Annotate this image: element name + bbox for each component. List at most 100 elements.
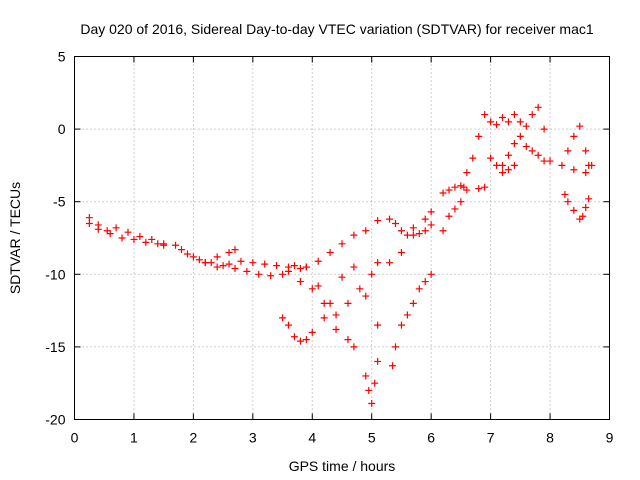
data-point — [130, 235, 138, 243]
data-point — [409, 299, 417, 307]
data-point — [493, 121, 501, 129]
data-point — [374, 357, 382, 365]
data-point — [374, 217, 382, 225]
x-tick-label: 6 — [427, 430, 435, 446]
data-point — [397, 321, 405, 329]
data-point — [460, 183, 468, 191]
data-point — [403, 231, 411, 239]
x-tick-label: 0 — [71, 430, 79, 446]
data-point — [481, 111, 489, 119]
data-point — [350, 343, 358, 351]
data-point — [356, 285, 364, 293]
series-arc9 — [302, 263, 382, 329]
data-point — [189, 253, 197, 261]
data-point — [427, 221, 435, 229]
series-arc18 — [561, 190, 593, 223]
data-point — [582, 204, 590, 212]
series-arc15 — [439, 111, 489, 235]
data-point — [267, 272, 275, 280]
data-point — [326, 249, 334, 257]
data-point — [332, 311, 340, 319]
data-point — [561, 190, 569, 198]
series-arc20 — [487, 154, 518, 177]
series-arc2 — [85, 214, 168, 248]
series-arc16 — [487, 103, 548, 133]
x-tick-label: 7 — [487, 430, 495, 446]
data-point — [219, 262, 227, 270]
data-point — [504, 151, 512, 159]
data-point — [201, 259, 209, 267]
data-point — [338, 240, 346, 248]
data-point — [85, 214, 93, 222]
chart-title: Day 020 of 2016, Sidereal Day-to-day VTE… — [80, 21, 593, 37]
data-point — [504, 166, 512, 174]
data-point — [94, 221, 102, 229]
data-point — [118, 234, 126, 242]
data-point — [397, 249, 405, 257]
series-arc4 — [178, 246, 304, 272]
data-point — [421, 278, 429, 286]
data-point — [231, 264, 239, 272]
data-point — [374, 321, 382, 329]
y-tick-label: -5 — [53, 194, 66, 210]
data-point — [487, 154, 495, 162]
data-point — [302, 336, 310, 344]
y-tick-label: -20 — [45, 412, 65, 428]
data-points — [85, 103, 596, 408]
data-point — [439, 189, 447, 197]
data-point — [285, 267, 292, 275]
x-tick-label: 4 — [308, 430, 316, 446]
y-tick-label: 0 — [58, 121, 66, 137]
data-point — [154, 240, 162, 248]
data-point — [237, 257, 245, 265]
data-point — [350, 263, 358, 271]
data-point — [255, 270, 263, 278]
data-point — [528, 111, 536, 119]
data-point — [362, 372, 370, 380]
data-point — [326, 299, 334, 307]
data-point — [231, 246, 239, 254]
data-point — [213, 263, 221, 271]
data-point — [320, 299, 328, 307]
data-point — [415, 230, 423, 238]
x-tick-label: 3 — [249, 430, 257, 446]
data-point — [392, 219, 399, 227]
series-arc12 — [386, 215, 435, 239]
data-point — [564, 198, 572, 206]
data-point — [397, 227, 405, 235]
data-point — [365, 386, 373, 394]
data-point — [570, 206, 578, 214]
data-point — [332, 325, 340, 333]
data-point — [290, 262, 298, 270]
data-point — [546, 157, 554, 165]
x-tick-label: 1 — [130, 430, 138, 446]
data-point — [582, 169, 590, 177]
data-point — [415, 285, 423, 293]
data-point — [296, 264, 304, 272]
data-point — [534, 151, 542, 159]
data-point — [510, 161, 518, 169]
series-arc13 — [386, 208, 435, 267]
data-point — [493, 161, 501, 169]
data-point — [374, 259, 382, 267]
y-tick-label: 5 — [58, 49, 66, 65]
data-point — [516, 132, 524, 140]
data-point — [314, 257, 322, 265]
data-point — [582, 147, 590, 155]
y-axis-label: SDTVAR / TECUs — [7, 182, 23, 294]
data-point — [261, 260, 269, 268]
data-point — [243, 267, 251, 275]
data-point — [183, 250, 191, 258]
data-point — [279, 314, 287, 322]
data-point — [516, 118, 524, 126]
data-point — [534, 103, 542, 111]
data-point — [160, 240, 168, 248]
data-point — [469, 154, 477, 162]
data-point — [386, 259, 394, 267]
y-tick-label: -10 — [45, 266, 65, 282]
data-point — [148, 235, 156, 243]
data-point — [528, 147, 536, 155]
data-point — [445, 212, 453, 220]
data-point — [362, 227, 370, 235]
series-arc1 — [85, 219, 168, 249]
